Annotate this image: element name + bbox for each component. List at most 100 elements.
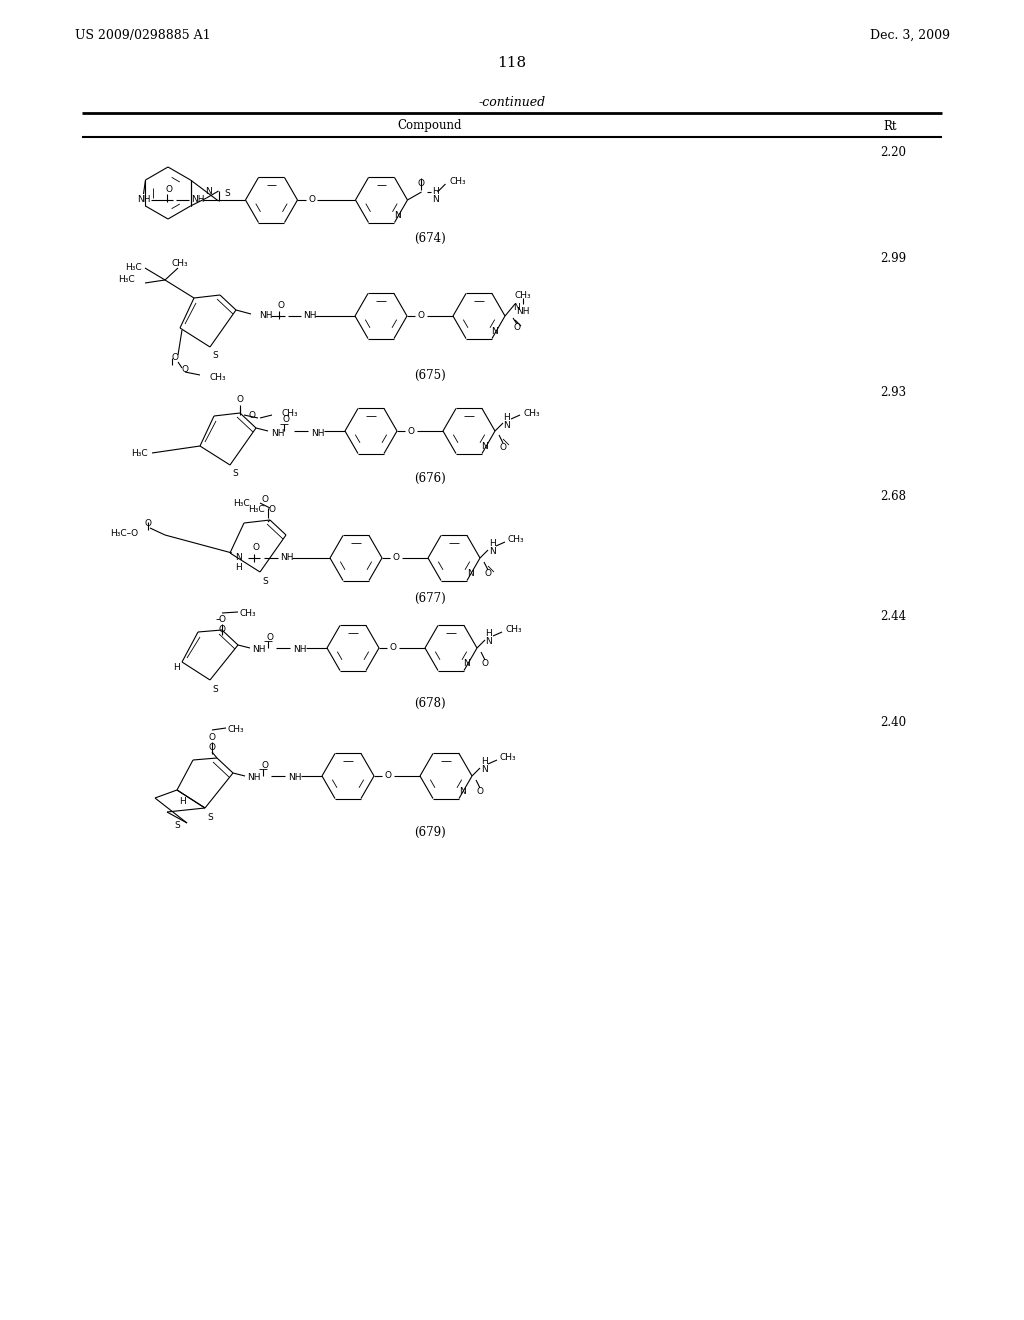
Text: N: N: [514, 304, 520, 313]
Text: -continued: -continued: [478, 96, 546, 110]
Text: N: N: [492, 327, 499, 337]
Text: 2.40: 2.40: [880, 715, 906, 729]
Text: NH: NH: [303, 312, 316, 321]
Text: CH₃: CH₃: [240, 610, 257, 619]
Text: O: O: [392, 553, 399, 562]
Text: O: O: [249, 411, 256, 420]
Text: S: S: [224, 189, 230, 198]
Text: O: O: [500, 442, 507, 451]
Text: N: N: [467, 569, 473, 578]
Text: CH₃: CH₃: [508, 536, 524, 544]
Text: O: O: [253, 544, 259, 553]
Text: H: H: [234, 564, 242, 573]
Text: S: S: [212, 351, 218, 360]
Text: O: O: [481, 660, 488, 668]
Text: CH₃: CH₃: [515, 292, 531, 301]
Text: O: O: [266, 632, 273, 642]
Text: H₃C: H₃C: [125, 264, 142, 272]
Text: S: S: [232, 470, 238, 479]
Text: N: N: [432, 194, 439, 203]
Text: 2.99: 2.99: [880, 252, 906, 264]
Text: N: N: [481, 442, 488, 451]
Text: H: H: [504, 412, 510, 421]
Text: (677): (677): [414, 591, 445, 605]
Text: Compound: Compound: [397, 120, 462, 132]
Text: NH: NH: [137, 195, 151, 205]
Text: 2.68: 2.68: [880, 491, 906, 503]
Text: O: O: [171, 354, 178, 363]
Text: H₃C: H₃C: [131, 449, 148, 458]
Text: NH: NH: [191, 195, 205, 205]
Text: N: N: [394, 211, 400, 220]
Text: CH₃: CH₃: [172, 260, 188, 268]
Text: N: N: [504, 421, 510, 429]
Text: H₃C: H₃C: [248, 504, 264, 513]
Text: O: O: [261, 495, 268, 504]
Text: N: N: [480, 766, 487, 775]
Text: H: H: [432, 187, 439, 197]
Text: O: O: [418, 312, 425, 321]
Text: H: H: [174, 663, 180, 672]
Text: 2.20: 2.20: [880, 147, 906, 160]
Text: S: S: [262, 577, 268, 586]
Text: S: S: [207, 813, 213, 821]
Text: O: O: [237, 396, 244, 404]
Text: N: N: [488, 548, 496, 557]
Text: NH: NH: [280, 553, 294, 562]
Text: CH₃: CH₃: [523, 408, 540, 417]
Text: N: N: [459, 787, 465, 796]
Text: CH₃: CH₃: [500, 754, 517, 763]
Text: O: O: [261, 760, 268, 770]
Text: O: O: [166, 185, 173, 194]
Text: H: H: [178, 797, 185, 807]
Text: O: O: [181, 366, 188, 375]
Text: CH₃: CH₃: [228, 726, 245, 734]
Text: O: O: [418, 180, 425, 189]
Text: 2.93: 2.93: [880, 387, 906, 400]
Text: O: O: [218, 626, 225, 635]
Text: H₃C–O: H₃C–O: [110, 528, 138, 537]
Text: O: O: [218, 615, 225, 623]
Text: (678): (678): [414, 697, 445, 710]
Text: H₃C: H₃C: [233, 499, 250, 508]
Text: NH: NH: [288, 774, 301, 783]
Text: H: H: [488, 540, 496, 549]
Text: O: O: [278, 301, 285, 310]
Text: O: O: [476, 788, 483, 796]
Text: NH: NH: [293, 645, 306, 655]
Text: NH: NH: [259, 312, 272, 321]
Text: O: O: [389, 644, 396, 652]
Text: CH₃: CH₃: [505, 626, 521, 635]
Text: 118: 118: [498, 55, 526, 70]
Text: O: O: [144, 519, 152, 528]
Text: H: H: [485, 630, 493, 639]
Text: US 2009/0298885 A1: US 2009/0298885 A1: [75, 29, 211, 41]
Text: O: O: [268, 506, 275, 515]
Text: (676): (676): [414, 471, 445, 484]
Text: N: N: [234, 553, 242, 562]
Text: Rt: Rt: [884, 120, 897, 132]
Text: O: O: [209, 733, 215, 742]
Text: H₃C: H₃C: [119, 276, 135, 285]
Text: O: O: [283, 416, 290, 425]
Text: S: S: [212, 685, 218, 693]
Text: (675): (675): [414, 368, 445, 381]
Text: N: N: [464, 659, 470, 668]
Text: (679): (679): [414, 825, 445, 838]
Text: O: O: [309, 195, 316, 205]
Text: O: O: [484, 569, 492, 578]
Text: CH₃: CH₃: [282, 408, 299, 417]
Text: CH₃: CH₃: [210, 374, 226, 383]
Text: O: O: [513, 323, 520, 333]
Text: NH: NH: [271, 429, 285, 437]
Text: N: N: [205, 186, 212, 195]
Text: Dec. 3, 2009: Dec. 3, 2009: [870, 29, 950, 41]
Text: H: H: [480, 758, 487, 767]
Text: S: S: [174, 821, 180, 829]
Text: O: O: [408, 426, 415, 436]
Text: O: O: [209, 743, 215, 752]
Text: N: N: [485, 638, 493, 647]
Text: CH₃: CH₃: [450, 177, 466, 186]
Text: NH: NH: [311, 429, 325, 437]
Text: NH: NH: [252, 645, 265, 655]
